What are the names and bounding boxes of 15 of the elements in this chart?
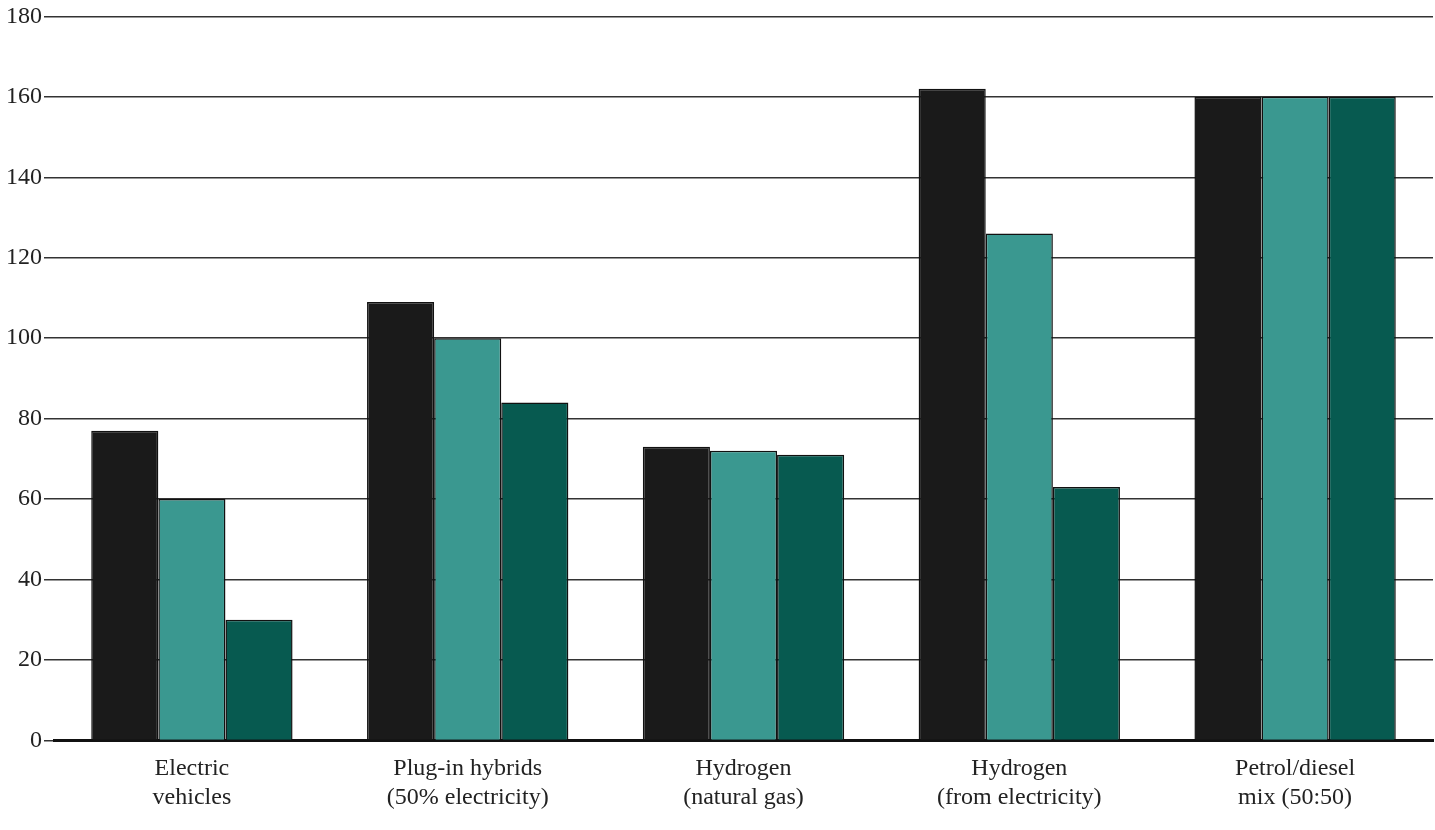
y-tick-label: 60 — [18, 484, 42, 511]
y-tick-label: 140 — [6, 162, 42, 189]
x-tick-label: Hydrogen (from electricity) — [937, 754, 1102, 809]
y-tick-label: 160 — [6, 82, 42, 109]
y-tick-label: 40 — [18, 564, 42, 591]
y-tick-label: 0 — [30, 725, 42, 752]
x-tick-label: Hydrogen (natural gas) — [683, 754, 804, 809]
y-tick-label: 180 — [6, 1, 42, 28]
y-tick-label: 100 — [6, 323, 42, 350]
x-tick-label: Petrol/diesel mix (50:50) — [1235, 754, 1356, 809]
x-tick-label: Electric vehicles — [152, 754, 232, 809]
y-tick-label: 80 — [18, 403, 42, 430]
x-tick-label: Plug-in hybrids (50% electricity) — [386, 754, 549, 809]
y-tick-label: 20 — [18, 645, 42, 672]
y-tick-label: 120 — [6, 243, 42, 270]
